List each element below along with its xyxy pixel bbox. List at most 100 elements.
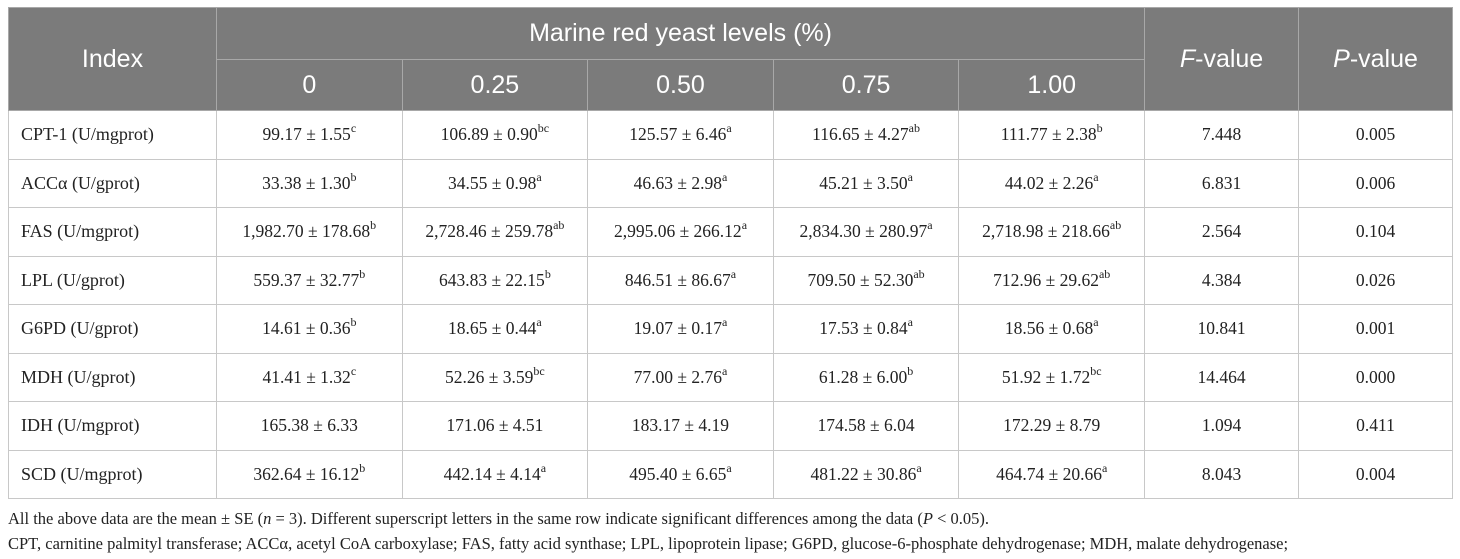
value-cell: 41.41 ± 1.32c	[216, 352, 403, 402]
mean-se-value: 111.77 ± 2.38	[1000, 124, 1097, 145]
significance-letter: b	[350, 169, 357, 184]
p-value-cell: 0.001	[1298, 304, 1454, 354]
p-value-cell: 0.006	[1298, 158, 1454, 208]
value-cell: 2,728.46 ± 259.78ab	[401, 207, 589, 257]
table-row: FAS (U/mgprot) 1,982.70 ± 178.68b 2,728.46…	[8, 207, 1454, 257]
significance-letter: b	[359, 266, 366, 281]
footnote-part: = 3). Different superscript letters in t…	[271, 509, 923, 528]
value-cell: 34.55 ± 0.98a	[401, 158, 589, 208]
significance-letter: b	[359, 460, 366, 475]
value-cell: 18.65 ± 0.44a	[401, 304, 589, 354]
f-value-cell: 7.448	[1144, 110, 1300, 160]
value-cell: 19.07 ± 0.17a	[587, 304, 774, 354]
table-row: LPL (U/gprot) 559.37 ± 32.77b 643.83 ± 22.…	[8, 255, 1454, 305]
footnote-part: < 0.05).	[932, 509, 990, 528]
significance-letter: a	[722, 363, 728, 378]
mean-se-value: 17.53 ± 0.84	[819, 318, 908, 339]
value-cell: 495.40 ± 6.65a	[587, 449, 774, 499]
enzyme-activity-table: Index Marine red yeast levels (%) F-valu…	[8, 7, 1454, 499]
mean-se-value: 464.74 ± 20.66	[996, 463, 1102, 484]
significance-letter: a	[916, 460, 922, 475]
value-cell: 116.65 ± 4.27ab	[772, 110, 960, 160]
value-cell: 51.92 ± 1.72bc	[958, 352, 1146, 402]
significance-letter: a	[726, 121, 732, 136]
value-cell: 174.58 ± 6.04	[772, 401, 960, 451]
significance-letter: b	[350, 315, 357, 330]
value-cell: 44.02 ± 2.26a	[958, 158, 1146, 208]
table-row: MDH (U/gprot) 41.41 ± 1.32c 52.26 ± 3.59bc…	[8, 352, 1454, 402]
value-cell: 442.14 ± 4.14a	[401, 449, 589, 499]
value-cell: 2,834.30 ± 280.97a	[772, 207, 960, 257]
mean-se-value: 2,995.06 ± 266.12	[613, 221, 742, 242]
significance-letter: a	[722, 315, 728, 330]
table-body: CPT-1 (U/mgprot) 99.17 ± 1.55c 106.89 ± 0.…	[8, 110, 1454, 499]
mean-se-value: 106.89 ± 0.90	[440, 124, 538, 145]
mean-se-value: 171.06 ± 4.51	[446, 415, 544, 436]
p-suffix: -value	[1349, 44, 1418, 73]
value-cell: 165.38 ± 6.33	[216, 401, 403, 451]
significance-letter: a	[1101, 460, 1108, 475]
value-cell: 846.51 ± 86.67a	[587, 255, 774, 305]
f-value-cell: 4.384	[1144, 255, 1300, 305]
value-cell: 18.56 ± 0.68a	[958, 304, 1146, 354]
table-row: IDH (U/mgprot) 165.38 ± 6.33 171.06 ± 4.51…	[8, 401, 1454, 451]
value-cell: 45.21 ± 3.50a	[772, 158, 960, 208]
mean-se-value: 33.38 ± 1.30	[262, 172, 351, 193]
mean-se-value: 52.26 ± 3.59	[445, 366, 534, 387]
footnote-abbreviations: CPT, carnitine palmityl transferase; ACC…	[8, 534, 1289, 553]
mean-se-value: 99.17 ± 1.55	[262, 124, 351, 145]
p-value-cell: 0.026	[1298, 255, 1454, 305]
mean-se-value: 125.57 ± 6.46	[629, 124, 727, 145]
significance-letter: ab	[908, 121, 920, 136]
value-cell: 464.74 ± 20.66a	[958, 449, 1146, 499]
significance-letter: a	[907, 169, 913, 184]
significance-letter: bc	[1090, 363, 1102, 378]
significance-letter: a	[536, 315, 542, 330]
mean-se-value: 174.58 ± 6.04	[817, 415, 915, 436]
significance-letter: b	[907, 363, 914, 378]
mean-se-value: 45.21 ± 3.50	[819, 172, 908, 193]
value-cell: 709.50 ± 52.30ab	[772, 255, 960, 305]
mean-se-value: 495.40 ± 6.65	[629, 463, 727, 484]
mean-se-value: 846.51 ± 86.67	[624, 269, 731, 290]
significance-letter: ab	[1098, 266, 1111, 281]
p-value-cell: 0.000	[1298, 352, 1454, 402]
mean-se-value: 44.02 ± 2.26	[1004, 172, 1094, 193]
header-level-0: 0	[216, 59, 403, 111]
value-cell: 481.22 ± 30.86a	[772, 449, 960, 499]
header-level-050: 0.50	[587, 59, 774, 111]
value-cell: 46.63 ± 2.98a	[587, 158, 774, 208]
f-value-cell: 8.043	[1144, 449, 1300, 499]
header-level-100: 1.00	[958, 59, 1146, 111]
significance-letter: a	[730, 266, 737, 281]
f-value-cell: 14.464	[1144, 352, 1300, 402]
value-cell: 171.06 ± 4.51	[401, 401, 589, 451]
value-cell: 106.89 ± 0.90bc	[401, 110, 589, 160]
mean-se-value: 2,718.98 ± 218.66	[982, 221, 1110, 242]
p-value-cell: 0.004	[1298, 449, 1454, 499]
f-value-cell: 10.841	[1144, 304, 1300, 354]
significance-letter: b	[370, 218, 377, 233]
value-cell: 2,995.06 ± 266.12a	[587, 207, 774, 257]
value-cell: 33.38 ± 1.30b	[216, 158, 403, 208]
significance-letter: a	[536, 169, 542, 184]
row-index-label: CPT-1 (U/mgprot)	[8, 110, 217, 160]
row-index-label: SCD (U/mgprot)	[8, 449, 217, 499]
significance-letter: b	[1096, 121, 1103, 136]
significance-letter: a	[907, 315, 913, 330]
value-cell: 111.77 ± 2.38b	[958, 110, 1146, 160]
footnote-p: P	[922, 509, 933, 528]
table-row: ACCα (U/gprot) 33.38 ± 1.30b 34.55 ± 0.98a…	[8, 158, 1454, 208]
row-index-label: G6PD (U/gprot)	[8, 304, 217, 354]
mean-se-value: 481.22 ± 30.86	[810, 463, 917, 484]
table-row: G6PD (U/gprot) 14.61 ± 0.36b 18.65 ± 0.44a…	[8, 304, 1454, 354]
f-value-cell: 6.831	[1144, 158, 1300, 208]
mean-se-value: 19.07 ± 0.17	[633, 318, 722, 339]
row-index-label: LPL (U/gprot)	[8, 255, 217, 305]
header-yeast-levels: Marine red yeast levels (%)	[215, 7, 1146, 60]
p-value-cell: 0.411	[1298, 401, 1454, 451]
value-cell: 183.17 ± 4.19	[587, 401, 774, 451]
row-index-label: IDH (U/mgprot)	[8, 401, 217, 451]
value-cell: 643.83 ± 22.15b	[401, 255, 589, 305]
row-index-label: FAS (U/mgprot)	[8, 207, 217, 257]
